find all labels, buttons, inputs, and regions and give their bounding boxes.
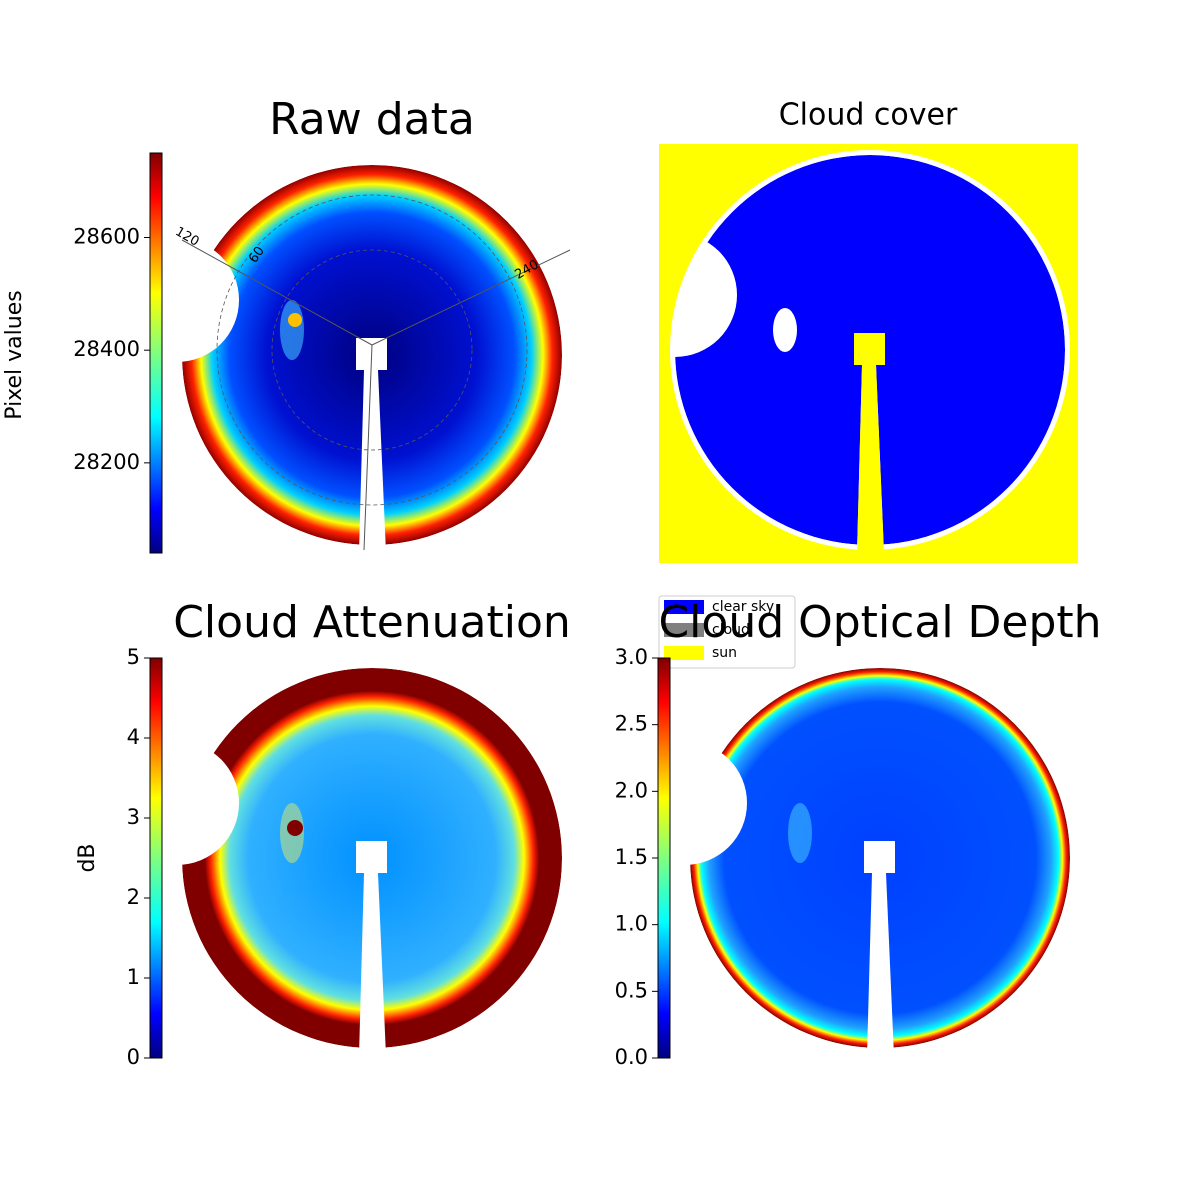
panel-title: Cloud cover (779, 98, 958, 133)
colorbar (657, 657, 671, 1059)
colorbar-tick-label: 3.0 (615, 645, 648, 669)
colorbar-tick-label: 0.0 (615, 1045, 648, 1069)
colorbar-label: Pixel values (2, 290, 27, 419)
legend-label: cloud (712, 622, 750, 638)
colorbar-tick-label: 28200 (73, 450, 140, 474)
colorbar-tick-label: 0 (127, 1045, 140, 1069)
colorbar (149, 152, 163, 554)
cloud-patch (280, 300, 304, 360)
legend-swatch (664, 646, 704, 660)
legend-label: sun (712, 645, 737, 661)
sky-image (182, 668, 562, 1048)
polar-ring (271, 249, 473, 451)
colorbar-tick-label: 3 (127, 805, 140, 829)
panel-title: Cloud Optical Depth (658, 597, 1101, 648)
colorbar-tick-label: 1.0 (615, 912, 648, 936)
cloud-core (288, 313, 302, 327)
colorbar-tick-label: 4 (127, 725, 140, 749)
polar-axis (181, 239, 373, 346)
colorbar-tick-label: 0.5 (615, 978, 648, 1002)
legend-swatch (664, 600, 704, 614)
legend-swatch (664, 623, 704, 637)
colorbar-tick-label: 2.5 (615, 712, 648, 736)
panel-title: Cloud Attenuation (173, 597, 571, 648)
panel-title: Raw data (269, 94, 475, 145)
colorbar-tick-label: 2 (127, 885, 140, 909)
colorbar-tick-label: 5 (127, 645, 140, 669)
colorbar (149, 657, 163, 1059)
sun-stem (854, 333, 885, 553)
colorbar-tick-label: 28400 (73, 337, 140, 361)
polar-ring (216, 194, 528, 506)
polar-axis (363, 344, 373, 551)
cloud-patch (773, 308, 797, 352)
polar-axis (371, 249, 571, 346)
colorbar-tick-label: 2.0 (615, 778, 648, 802)
polar-label: 120 (172, 224, 201, 249)
colorbar-tick-label: 28600 (73, 225, 140, 249)
sky-image (690, 668, 1070, 1048)
cloud-patch (788, 803, 812, 863)
colorbar-tick-label: 1.5 (615, 845, 648, 869)
legend: clear sky cloud sun (658, 595, 796, 669)
cloud-core (287, 820, 303, 836)
legend-label: clear sky (712, 599, 774, 615)
colorbar-tick-label: 1 (127, 965, 140, 989)
colorbar-label: dB (75, 843, 100, 872)
